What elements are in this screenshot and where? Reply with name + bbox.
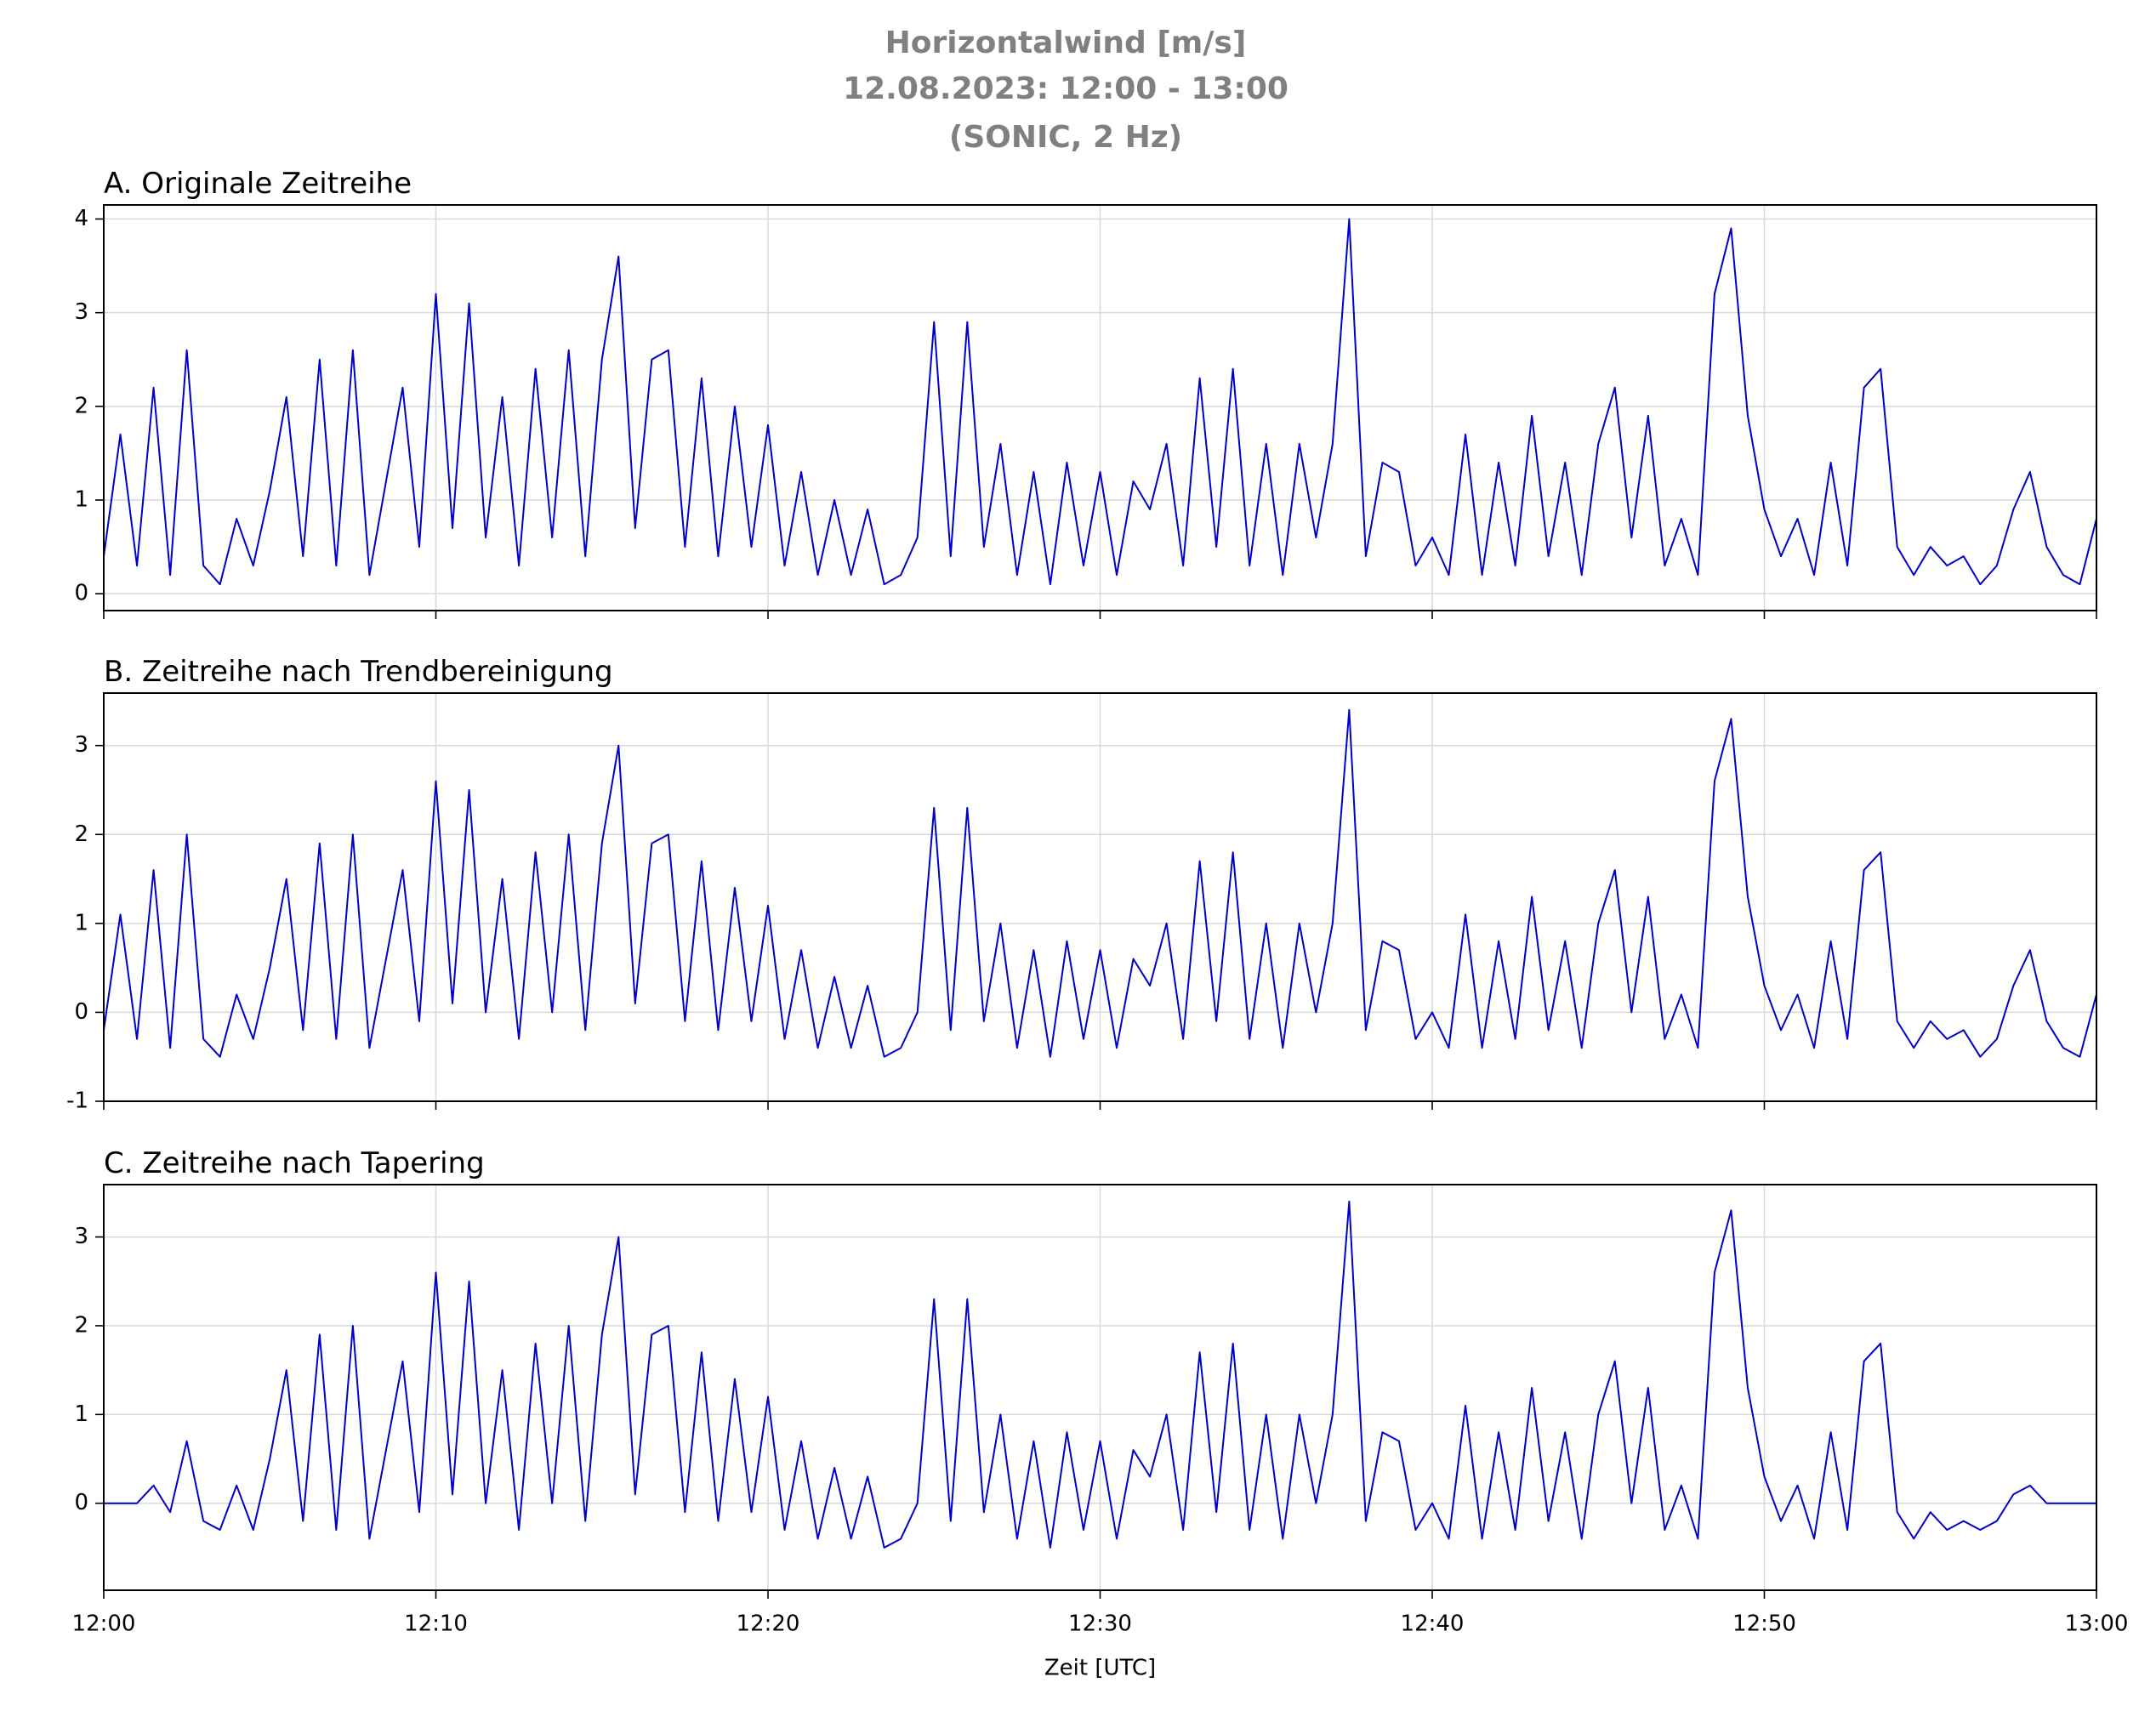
axes-frame — [103, 692, 2097, 1102]
data-line — [104, 1200, 2096, 1549]
x-tick-label: 12:00 — [72, 1612, 136, 1637]
y-tick-label: 2 — [74, 1312, 88, 1338]
x-tick-label: 13:00 — [2065, 1612, 2129, 1637]
data-line — [103, 218, 2097, 586]
x-tick-label: 12:40 — [1401, 1612, 1465, 1637]
y-tick-label: 3 — [74, 299, 88, 325]
title-line: Horizontalwind [m/s] — [885, 26, 1247, 60]
y-tick-label: 2 — [74, 393, 88, 418]
y-tick-label: 0 — [74, 581, 88, 606]
panel-title: B. Zeitreihe nach Trendbereinigung — [104, 655, 613, 689]
x-tick-label: 12:50 — [1732, 1612, 1796, 1637]
x-tick-label: 12:30 — [1068, 1612, 1132, 1637]
title-line: 12.08.2023: 12:00 - 13:00 — [843, 71, 1288, 106]
panel-title: C. Zeitreihe nach Tapering — [104, 1146, 485, 1180]
panel-title: A. Originale Zeitreihe — [104, 167, 412, 201]
y-tick-label: 4 — [74, 206, 88, 231]
y-tick-label: -1 — [66, 1089, 88, 1114]
y-tick-label: 3 — [74, 1224, 88, 1249]
data-line — [103, 708, 2097, 1058]
y-tick-label: 2 — [74, 821, 88, 847]
title-line: (SONIC, 2 Hz) — [949, 120, 1182, 155]
axes-frame — [103, 204, 2097, 611]
x-tick-label: 12:10 — [404, 1612, 468, 1637]
x-tick-label: 12:20 — [737, 1612, 800, 1637]
x-axis-label: Zeit [UTC] — [1044, 1656, 1156, 1681]
y-tick-label: 1 — [74, 910, 88, 935]
axes-frame — [103, 1184, 2097, 1591]
y-tick-label: 1 — [74, 1401, 88, 1427]
y-tick-label: 0 — [74, 999, 88, 1025]
y-tick-label: 3 — [74, 732, 88, 758]
y-tick-label: 0 — [74, 1490, 88, 1515]
y-tick-label: 1 — [74, 487, 88, 513]
